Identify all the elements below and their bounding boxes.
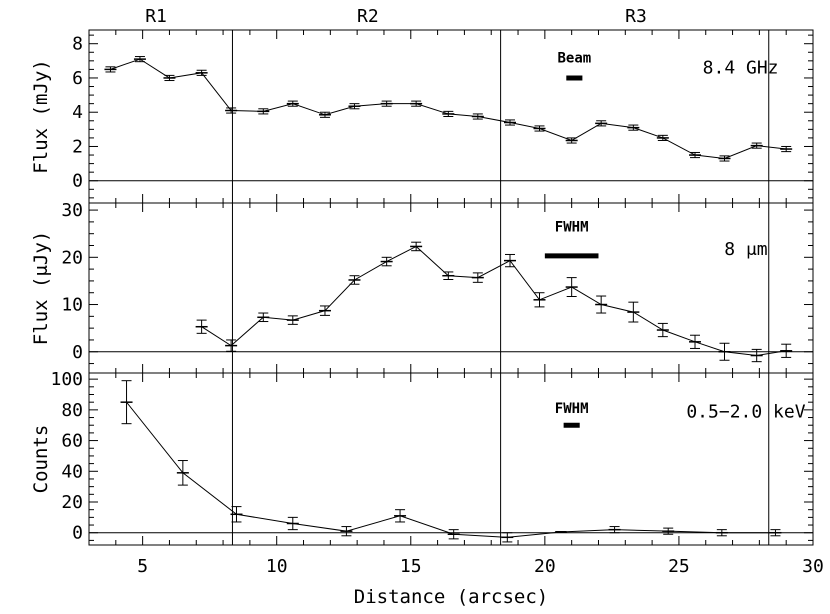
radio-scale-label: Beam	[557, 51, 591, 67]
radio-ytick-label: 6	[72, 68, 83, 89]
radio-ytick-label: 4	[72, 102, 83, 123]
xray-ytick-label: 0	[72, 523, 83, 544]
xray-series-line	[126, 401, 776, 538]
radio-series-line	[110, 58, 787, 159]
region-label-1: R1	[145, 6, 167, 27]
x-axis-title: Distance (arcsec)	[354, 586, 548, 608]
x-tick-label: 30	[802, 556, 824, 577]
xray-ytick-label: 100	[50, 369, 83, 390]
xray-y-axis-title: Counts	[30, 425, 52, 494]
radio-ytick-label: 8	[72, 34, 83, 55]
radio-ytick-label: 2	[72, 136, 83, 157]
region-label-3: R3	[625, 6, 647, 27]
chart-text: Distance (arcsec) R1 R2 R3 0 2 4 6 8 Flux (mJy) 8…	[30, 6, 824, 608]
xray-ytick-label: 40	[61, 461, 83, 482]
x-tick-label: 5	[137, 556, 148, 577]
infrared-panel-label: 8 μm	[724, 239, 767, 260]
xray-scale-label: FWHM	[555, 401, 589, 417]
x-tick-label: 10	[266, 556, 288, 577]
guide-lines	[89, 30, 813, 545]
region-label-2: R2	[357, 6, 379, 27]
infrared-series-line	[201, 245, 787, 357]
data-series	[104, 56, 793, 543]
xray-ytick-label: 60	[61, 431, 83, 452]
radio-panel-label: 8.4 GHz	[703, 58, 779, 79]
radio-y-axis-title: Flux (mJy)	[30, 59, 52, 173]
x-tick-label: 20	[534, 556, 556, 577]
x-tick-label: 15	[400, 556, 422, 577]
xray-panel-label: 0.5−2.0 keV	[686, 402, 805, 423]
panel-frames	[88, 29, 814, 546]
xray-panel-frame	[88, 372, 814, 546]
axis-ticks	[88, 30, 814, 545]
xray-ytick-label: 20	[61, 492, 83, 513]
infrared-ytick-label: 30	[61, 200, 83, 221]
x-tick-label: 25	[668, 556, 690, 577]
infrared-scale-label: FWHM	[555, 219, 589, 235]
infrared-y-axis-title: Flux (μJy)	[30, 231, 52, 345]
infrared-ytick-label: 10	[61, 295, 83, 316]
infrared-ytick-label: 20	[61, 247, 83, 268]
infrared-ytick-label: 0	[72, 342, 83, 363]
infrared-panel-frame	[88, 202, 814, 374]
xray-ytick-label: 80	[61, 400, 83, 421]
radio-ytick-label: 0	[72, 171, 83, 192]
